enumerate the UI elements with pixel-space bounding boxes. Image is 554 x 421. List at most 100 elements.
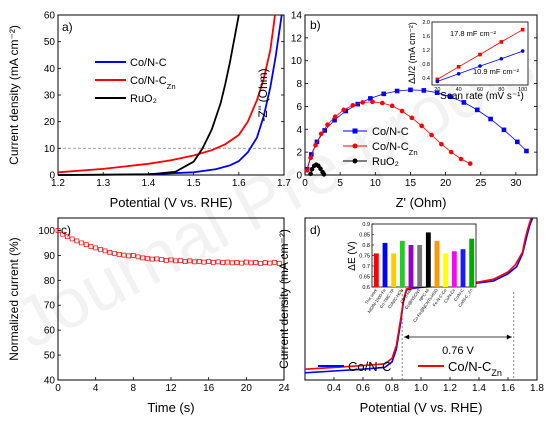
inset-y-tick-label: 0.75 — [359, 254, 370, 260]
y-tick-label: 90 — [44, 251, 56, 262]
data-point — [130, 253, 136, 258]
data-point — [69, 236, 75, 242]
y-tick-label: 50 — [44, 37, 56, 48]
data-point — [461, 100, 467, 105]
inset-bar-10 — [460, 249, 466, 287]
inset-bar-8 — [443, 253, 449, 287]
data-point — [83, 242, 89, 248]
legend-label-1: Co/N-CZn — [372, 141, 418, 157]
inset-x-tick-label: 60 — [477, 87, 483, 93]
data-point — [126, 253, 131, 259]
series-line-0 — [304, 217, 534, 374]
legend-label-1: Co/N-CZn — [130, 75, 176, 91]
x-tick-label: 0.6 — [356, 383, 370, 394]
x-axis-label: Potential (V vs. RHE) — [110, 195, 233, 210]
data-point — [258, 261, 263, 266]
x-tick-label: 10 — [370, 178, 382, 189]
data-point — [380, 100, 385, 106]
inset-y-tick-label: 0.85 — [359, 233, 370, 239]
data-point — [332, 117, 337, 123]
data-point — [439, 141, 444, 147]
data-point — [435, 77, 440, 82]
data-point — [88, 244, 94, 249]
data-point — [343, 108, 349, 114]
y-tick-label: 8 — [296, 79, 302, 90]
x-tick-label: 24 — [278, 383, 290, 394]
inset-bar-7 — [434, 240, 440, 287]
inset-y-tick-label: 0.8 — [362, 243, 370, 249]
data-point — [272, 260, 277, 265]
y-axis-label: Normalized current (%) — [7, 237, 21, 360]
inset-x-axis-label: Scan rate (mV s⁻¹) — [440, 91, 524, 102]
inset-y-tick-label: 0.65 — [359, 275, 370, 281]
data-point — [313, 142, 318, 148]
inset-annotation: 10.9 mF cm⁻² — [473, 67, 520, 76]
inset-frame — [371, 223, 477, 288]
data-point — [368, 96, 373, 101]
panel-d: 0.76 V 0.4 0.6 0.8 1.0 1.2 1.4 1.6 1.8 Potential … — [277, 217, 544, 415]
data-point — [121, 252, 127, 258]
data-point — [304, 168, 310, 173]
data-point — [318, 131, 324, 137]
y-tick-label: 0 — [49, 171, 55, 182]
y-tick-label: 70 — [44, 301, 56, 312]
y-tick-label: 4 — [296, 125, 302, 136]
x-tick-label: 1.7 — [277, 178, 291, 189]
data-point — [308, 171, 313, 177]
data-point — [318, 166, 323, 172]
x-tick-label: 1.2 — [51, 178, 65, 189]
y-axis-label: Current density (mA cm⁻²) — [7, 25, 21, 165]
data-point — [467, 161, 473, 166]
data-point — [360, 100, 365, 105]
x-tick-label: 20 — [241, 383, 253, 394]
x-tick-label: 1.4 — [472, 383, 486, 394]
data-point — [421, 88, 427, 93]
data-point — [60, 231, 66, 237]
data-point — [229, 260, 235, 266]
x-tick-label: 0 — [55, 383, 61, 394]
data-point — [322, 128, 327, 133]
plot-frame — [57, 14, 285, 176]
data-point — [448, 94, 453, 100]
panel-label: d) — [310, 223, 321, 237]
y-tick-label: 6 — [296, 102, 302, 113]
data-point — [116, 252, 122, 257]
data-point — [501, 127, 507, 133]
panel-b: 0 5 10 15 20 25 30 0 2 4 6 8 10 12 14 Z' (Ohm) -Z'' (Ohm… — [256, 11, 538, 210]
y-tick-label: 80 — [44, 276, 56, 287]
legend-label-0: Co/N-C — [130, 57, 167, 69]
inset-x-tick-label: 40 — [456, 87, 462, 93]
x-tick-label: 1.3 — [96, 178, 110, 189]
inset-y-tick-label: 2.0 — [422, 20, 430, 26]
data-point — [399, 108, 405, 114]
legend-label-0: Co/N-C — [372, 126, 409, 138]
data-point — [182, 259, 188, 264]
y-tick-label: 40 — [44, 64, 56, 75]
data-point — [352, 143, 358, 149]
inset-bar-5 — [417, 245, 423, 287]
y-tick-label: 60 — [44, 326, 56, 337]
data-point — [79, 240, 84, 246]
data-point — [196, 259, 202, 264]
legend-label-2: RuO₂ — [372, 156, 399, 168]
data-point — [168, 257, 174, 263]
data-point — [499, 40, 504, 44]
inset-y-tick-label: 0.7 — [362, 264, 370, 270]
inset-y-tick-label: 0.8 — [422, 62, 430, 68]
x-tick-label: 8 — [131, 383, 137, 394]
inset-y-axis-label: ΔE (V) — [347, 241, 358, 270]
data-point — [435, 79, 440, 84]
y-tick-label: 2 — [296, 148, 302, 159]
inset-bar-3 — [399, 240, 405, 287]
data-point — [520, 49, 525, 53]
data-point — [419, 123, 425, 129]
y-axis-label: Current density (mA cm⁻²) — [277, 229, 291, 369]
data-point — [434, 90, 440, 96]
panel-c: 0 4 8 12 16 20 24 40 50 60 70 80 90 100 Time (s) Normal… — [7, 217, 290, 415]
data-point — [381, 91, 387, 97]
y-tick-label: 12 — [291, 33, 303, 44]
inset-annotation: 17.8 mF cm⁻² — [450, 29, 497, 38]
data-point — [499, 56, 504, 61]
data-point — [408, 87, 413, 93]
